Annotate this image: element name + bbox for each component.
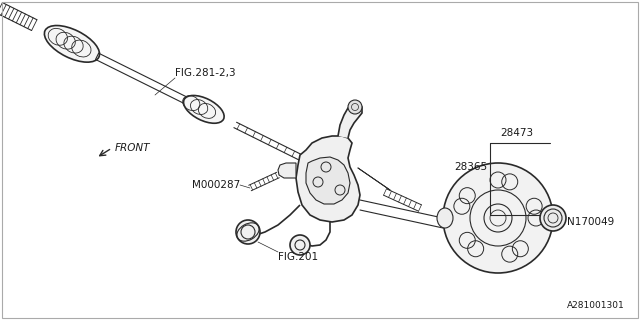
Circle shape xyxy=(236,220,260,244)
Ellipse shape xyxy=(184,95,224,123)
Circle shape xyxy=(348,100,362,114)
Text: A281001301: A281001301 xyxy=(567,301,625,310)
Circle shape xyxy=(443,163,553,273)
Ellipse shape xyxy=(437,208,453,228)
Text: FIG.201: FIG.201 xyxy=(278,252,318,262)
Polygon shape xyxy=(278,163,296,178)
Polygon shape xyxy=(296,136,360,222)
Text: 28365: 28365 xyxy=(454,162,487,172)
Ellipse shape xyxy=(44,26,100,62)
Polygon shape xyxy=(306,157,350,204)
Circle shape xyxy=(290,235,310,255)
Circle shape xyxy=(540,205,566,231)
Text: FIG.281-2,3: FIG.281-2,3 xyxy=(175,68,236,78)
Text: FRONT: FRONT xyxy=(115,143,150,153)
Text: N170049: N170049 xyxy=(567,217,614,227)
Polygon shape xyxy=(338,104,362,138)
Text: 28473: 28473 xyxy=(500,128,533,138)
Text: M000287: M000287 xyxy=(192,180,240,190)
